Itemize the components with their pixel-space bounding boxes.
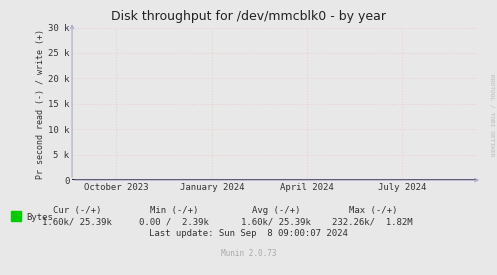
- Text: 1.60k/ 25.39k: 1.60k/ 25.39k: [241, 217, 311, 226]
- Text: Disk throughput for /dev/mmcblk0 - by year: Disk throughput for /dev/mmcblk0 - by ye…: [111, 10, 386, 23]
- Text: Last update: Sun Sep  8 09:00:07 2024: Last update: Sun Sep 8 09:00:07 2024: [149, 229, 348, 238]
- Text: Avg (-/+): Avg (-/+): [251, 206, 300, 215]
- Text: 0.00 /  2.39k: 0.00 / 2.39k: [139, 217, 209, 226]
- Text: Max (-/+): Max (-/+): [348, 206, 397, 215]
- Text: RRDTOOL / TOBI OETIKER: RRDTOOL / TOBI OETIKER: [490, 74, 495, 157]
- Y-axis label: Pr second read (-) / write (+): Pr second read (-) / write (+): [36, 29, 45, 179]
- Text: 232.26k/  1.82M: 232.26k/ 1.82M: [332, 217, 413, 226]
- Text: Bytes: Bytes: [26, 213, 53, 222]
- Text: Cur (-/+): Cur (-/+): [53, 206, 101, 215]
- Text: Munin 2.0.73: Munin 2.0.73: [221, 249, 276, 258]
- Text: 1.60k/ 25.39k: 1.60k/ 25.39k: [42, 217, 112, 226]
- Text: Min (-/+): Min (-/+): [150, 206, 198, 215]
